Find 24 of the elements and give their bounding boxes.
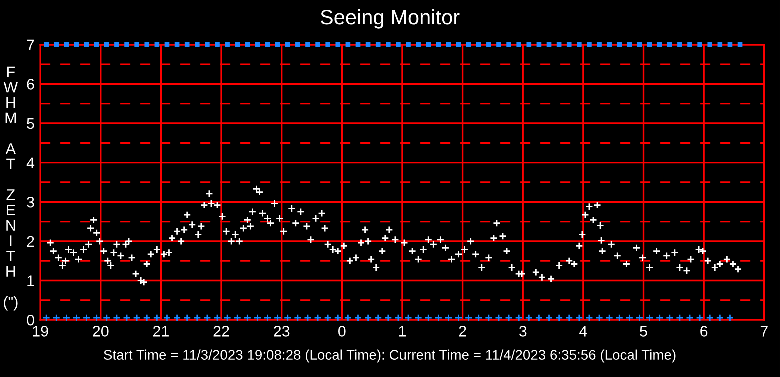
x-tick-label: 4: [580, 326, 588, 337]
y-tick-label: 5: [27, 118, 34, 130]
x-tick-label: 23: [274, 326, 290, 337]
x-tick-label: 5: [640, 326, 648, 337]
x-tick-label: 21: [153, 326, 169, 337]
x-tick-label: 19: [33, 326, 48, 337]
x-tick-label: 22: [214, 326, 230, 337]
y-tick-label: 4: [26, 158, 35, 168]
y-tick-label: 3: [27, 196, 34, 208]
x-tick-label: 2: [459, 326, 466, 337]
x-tick-label: 6: [700, 326, 708, 337]
text: FWHM AT ZENITH ("): [4, 66, 18, 311]
chart-title: Seeing Monitor: [320, 9, 460, 29]
text: Start Time = 11/3/2023 19:08:28 (Local Time): Current Time = 11/4/2023 6:35:56 (Local Time): [104, 350, 676, 363]
x-tick-label: 1: [399, 326, 406, 337]
y-tick-label: 6: [27, 79, 34, 90]
x-tick-label: 3: [519, 326, 527, 337]
x-tick-label: 0: [338, 326, 346, 337]
x-tick-label: 20: [93, 326, 109, 337]
y-tick-label: 7: [27, 40, 34, 50]
y-tick-label: 1: [28, 276, 34, 286]
y-tick-label: 2: [27, 236, 34, 247]
y-tick-label: 0: [27, 314, 34, 326]
x-tick-label: 7: [760, 326, 768, 337]
